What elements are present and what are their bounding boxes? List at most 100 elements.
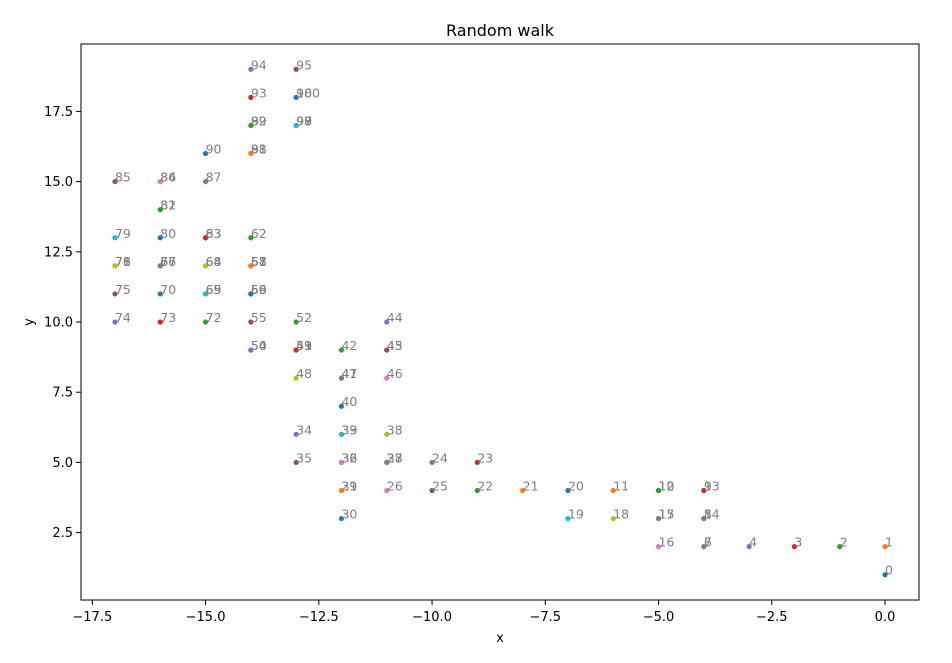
point-label-26: 26 [387, 478, 403, 493]
data-point-87 [202, 178, 209, 185]
point-label-77: 77 [160, 254, 176, 269]
point-label-63: 63 [206, 226, 222, 241]
data-point-68 [202, 263, 209, 269]
point-label-57: 57 [251, 254, 267, 269]
point-label-89: 89 [251, 113, 267, 128]
x-axis-ticks: −17.5 −15.0 −12.5 −10.0 −7.5 −5.0 −2.5 0.0 [72, 600, 895, 625]
data-point-0 [882, 572, 888, 578]
data-point-44 [384, 319, 390, 325]
point-label-31: 31 [341, 478, 357, 493]
point-label-25: 25 [432, 478, 448, 493]
x-tick-label-2: −12.5 [299, 610, 339, 625]
y-axis-label: y [22, 318, 37, 326]
point-label-23: 23 [477, 450, 493, 465]
x-tick-label-4: −7.5 [530, 610, 562, 625]
point-label-40: 40 [341, 394, 357, 409]
data-point-70 [157, 291, 163, 297]
data-point-77 [157, 263, 163, 269]
data-point-86 [157, 178, 163, 185]
data-point-94 [248, 66, 254, 72]
point-label-84: 84 [160, 170, 176, 185]
point-label-39: 39 [341, 422, 357, 437]
point-label-71: 71 [115, 254, 131, 269]
x-tick-label-6: −2.5 [756, 610, 788, 625]
point-label-79: 79 [115, 226, 131, 241]
data-point-80 [157, 235, 163, 241]
point-label-75: 75 [115, 282, 131, 297]
data-point-7 [701, 544, 707, 550]
point-label-64: 64 [206, 254, 222, 269]
point-label-99: 99 [296, 113, 312, 128]
data-point-36 [338, 459, 345, 466]
data-point-1 [882, 544, 888, 550]
point-label-88: 88 [251, 142, 267, 157]
data-point-25 [429, 487, 435, 494]
data-point-13 [701, 487, 707, 494]
data-point-17 [655, 515, 662, 522]
point-label-51: 51 [296, 338, 312, 353]
point-label-80: 80 [160, 226, 176, 241]
data-point-31 [338, 487, 345, 494]
point-label-53: 53 [296, 338, 312, 353]
point-label-85: 85 [115, 170, 131, 185]
point-label-62: 62 [251, 226, 267, 241]
data-point-38 [384, 431, 390, 437]
data-point-90 [202, 150, 209, 157]
point-label-3: 3 [794, 535, 802, 550]
data-point-16 [655, 544, 662, 550]
data-point-35 [293, 459, 299, 466]
point-label-49: 49 [296, 338, 312, 353]
data-point-40 [338, 403, 345, 409]
point-label-70: 70 [160, 282, 176, 297]
point-label-44: 44 [387, 310, 403, 325]
data-point-3 [791, 544, 798, 550]
point-label-22: 22 [477, 478, 493, 493]
data-point-2 [837, 544, 843, 550]
data-point-52 [293, 319, 299, 325]
point-label-73: 73 [160, 310, 176, 325]
data-point-48 [293, 375, 299, 381]
point-label-47: 47 [341, 366, 357, 381]
data-point-72 [202, 319, 209, 325]
y-axis-ticks: 2.5 5.0 7.5 10.0 12.5 15.0 17.5 [44, 105, 81, 541]
point-label-66: 66 [160, 254, 176, 269]
point-label-32: 32 [341, 450, 357, 465]
data-point-24 [429, 459, 435, 466]
data-point-14 [701, 515, 707, 522]
point-label-54: 54 [251, 338, 267, 353]
data-point-75 [112, 291, 118, 297]
chart-title: Random walk [446, 21, 555, 40]
point-label-24: 24 [432, 450, 448, 465]
point-label-56: 56 [251, 282, 267, 297]
point-label-45: 45 [387, 338, 403, 353]
data-point-22 [474, 487, 480, 494]
point-label-87: 87 [206, 170, 222, 185]
point-label-67: 67 [160, 254, 176, 269]
point-label-21: 21 [523, 478, 539, 493]
point-label-78: 78 [115, 254, 131, 269]
point-label-20: 20 [568, 478, 584, 493]
point-label-19: 19 [568, 507, 584, 522]
point-label-90: 90 [206, 142, 222, 157]
point-label-37: 37 [387, 450, 403, 465]
data-point-46 [384, 375, 390, 381]
y-tick-label-5: 15.0 [44, 175, 73, 190]
point-label-5: 5 [704, 507, 712, 522]
point-label-82: 82 [160, 198, 176, 213]
data-point-79 [112, 235, 118, 241]
data-point-60 [248, 291, 254, 297]
data-point-19 [565, 515, 571, 522]
data-point-93 [248, 94, 254, 100]
point-label-74: 74 [115, 310, 131, 325]
point-label-55: 55 [251, 310, 267, 325]
data-point-83 [202, 235, 209, 241]
point-label-8: 8 [704, 507, 712, 522]
data-point-92 [248, 122, 254, 129]
point-label-33: 33 [341, 422, 357, 437]
point-label-100: 100 [296, 85, 320, 100]
point-label-96: 96 [296, 85, 312, 100]
point-label-34: 34 [296, 422, 312, 437]
y-tick-label-0: 2.5 [52, 526, 73, 541]
plot-area [80, 43, 920, 601]
